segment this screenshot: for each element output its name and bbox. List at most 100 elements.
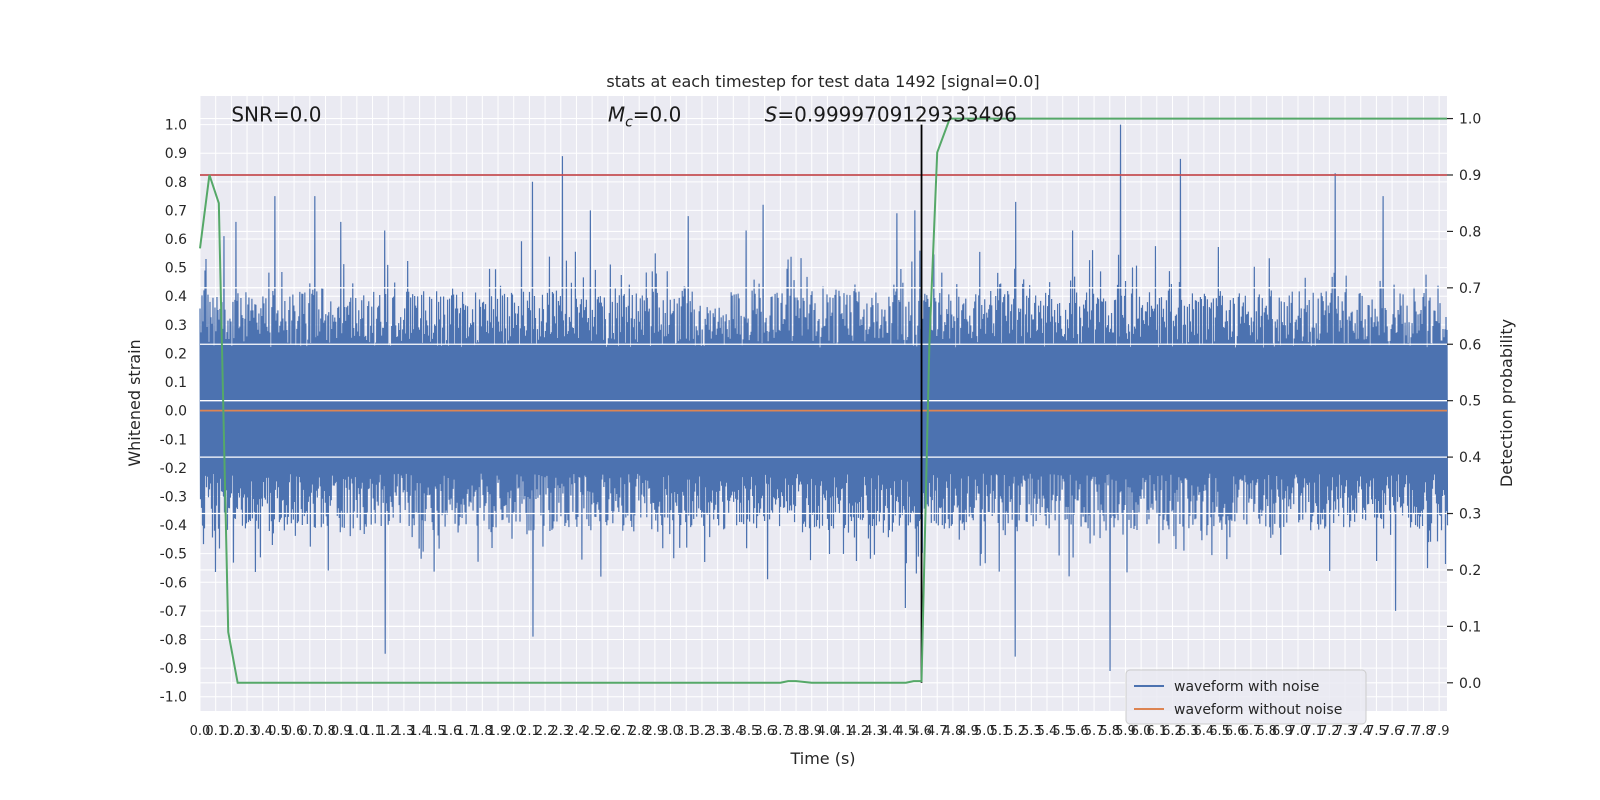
x-tick-label: 1.0 [347,724,368,739]
y-left-tick-label: 0.7 [165,203,187,219]
x-tick-label: 7.8 [1413,724,1434,739]
x-tick-label: 0.0 [190,724,211,739]
x-tick-label: 6.7 [1241,724,1262,739]
x-tick-label: 0.1 [205,724,226,739]
annotations: SNR=0.0 Mc=0.0 S=0.9999709129333496 [231,103,1016,131]
legend-box [1125,669,1367,725]
x-tick-label: 0.3 [237,724,258,739]
y-left-tick-label: -0.2 [160,461,187,477]
x-tick-label: 6.5 [1209,724,1230,739]
y-left-tick-label: -0.7 [160,604,187,620]
x-tick-label: 5.8 [1099,724,1120,739]
y-axis-left-ticks: -1.0 -0.9 -0.8 -0.7 -0.6 -0.5 -0.4 -0.3 -0.2 -0.1… [160,118,187,706]
x-tick-label: 1.1 [362,724,383,739]
x-axis-label: Time (s) [789,749,855,768]
y-right-tick-label: 0.6 [1459,337,1481,353]
x-tick-label: 7.3 [1335,724,1356,739]
x-tick-label: 4.6 [911,724,932,739]
y-left-tick-label: 0.5 [165,261,187,277]
x-tick-label: 4.2 [848,724,869,739]
chart-title: stats at each timestep for test data 149… [606,72,1039,91]
x-tick-label: 7.5 [1366,724,1387,739]
x-tick-label: 5.3 [1021,724,1042,739]
x-tick-label: 0.5 [268,724,289,739]
x-tick-label: 3.2 [692,724,713,739]
x-tick-label: 4.7 [927,724,948,739]
y-axis-right-label: Detection probability [1497,319,1516,487]
x-tick-label: 1.8 [472,724,493,739]
annotation-text: S=0.9999709129333496 [765,103,1017,127]
y-left-tick-label: 0.2 [165,346,187,362]
x-tick-label: 1.2 [378,724,399,739]
x-tick-label: 5.9 [1115,724,1136,739]
x-tick-label: 7.0 [1288,724,1309,739]
x-tick-label: 6.4 [1194,724,1215,739]
y-left-tick-label: 0.8 [165,175,187,191]
x-tick-label: 2.3 [550,724,571,739]
y-right-tick-label: 1.0 [1459,112,1481,128]
x-tick-label: 5.5 [1052,724,1073,739]
x-tick-label: 4.0 [817,724,838,739]
annotation-text: SNR=0.0 [231,103,321,127]
x-tick-label: 3.1 [676,724,697,739]
legend: waveform with noise waveform without nois… [1125,669,1367,725]
x-tick-label: 5.1 [990,724,1011,739]
y-left-tick-label: -0.5 [160,547,187,563]
y-left-tick-label: -0.4 [160,518,187,534]
x-tick-label: 4.1 [833,724,854,739]
x-tick-label: 3.0 [660,724,681,739]
y-left-tick-label: -0.9 [160,661,187,677]
y-right-tick-label: 0.9 [1459,168,1481,184]
x-tick-label: 5.0 [974,724,995,739]
x-tick-label: 4.4 [880,724,901,739]
x-tick-label: 2.4 [566,724,587,739]
x-tick-label: 2.8 [629,724,650,739]
x-tick-label: 6.2 [1162,724,1183,739]
y-left-tick-label: 0.3 [165,318,187,334]
x-tick-label: 7.7 [1397,724,1418,739]
y-left-tick-label: 0.9 [165,146,187,162]
y-right-tick-label: 0.7 [1459,281,1481,297]
x-tick-label: 2.2 [535,724,556,739]
x-tick-label: 3.8 [786,724,807,739]
y-left-tick-label: 0.0 [165,404,187,420]
y-left-tick-label: -0.6 [160,575,187,591]
x-tick-label: 7.4 [1350,724,1371,739]
x-tick-label: 2.1 [519,724,540,739]
x-tick-label: 1.4 [409,724,430,739]
x-tick-label: 4.9 [958,724,979,739]
detection-probability-line [199,117,1447,684]
x-tick-label: 3.5 [739,724,760,739]
annotation-text: Mc=0.0 [608,103,682,131]
x-tick-label: 1.3 [394,724,415,739]
x-tick-label: 6.9 [1272,724,1293,739]
legend-label: waveform with noise [1174,679,1319,695]
x-axis-ticks: 0.00.10.20.30.40.50.60.70.80.91.01.11.21… [190,724,1450,739]
x-tick-label: 5.7 [1084,724,1105,739]
x-tick-label: 0.2 [221,724,242,739]
y-right-tick-label: 0.4 [1459,450,1481,466]
y-left-tick-label: -0.3 [160,489,187,505]
x-tick-label: 1.6 [441,724,462,739]
y-left-tick-label: -0.8 [160,632,187,648]
y-left-tick-label: 1.0 [165,118,187,134]
y-left-tick-label: 0.6 [165,232,187,248]
y-left-tick-label: -1.0 [160,690,187,706]
y-right-tick-label: 0.0 [1459,676,1481,692]
x-tick-label: 6.0 [1131,724,1152,739]
x-tick-label: 4.5 [896,724,917,739]
x-tick-label: 7.9 [1429,724,1450,739]
x-tick-label: 5.4 [1037,724,1058,739]
x-tick-label: 6.6 [1225,724,1246,739]
x-tick-label: 3.7 [770,724,791,739]
x-tick-label: 4.3 [864,724,885,739]
x-tick-label: 0.8 [315,724,336,739]
y-right-tick-label: 0.1 [1459,619,1481,635]
legend-label: waveform without noise [1174,702,1342,718]
x-tick-label: 2.9 [645,724,666,739]
y-right-tick-label: 0.2 [1459,563,1481,579]
x-tick-label: 1.5 [425,724,446,739]
x-tick-label: 0.9 [331,724,352,739]
x-tick-label: 2.7 [613,724,634,739]
